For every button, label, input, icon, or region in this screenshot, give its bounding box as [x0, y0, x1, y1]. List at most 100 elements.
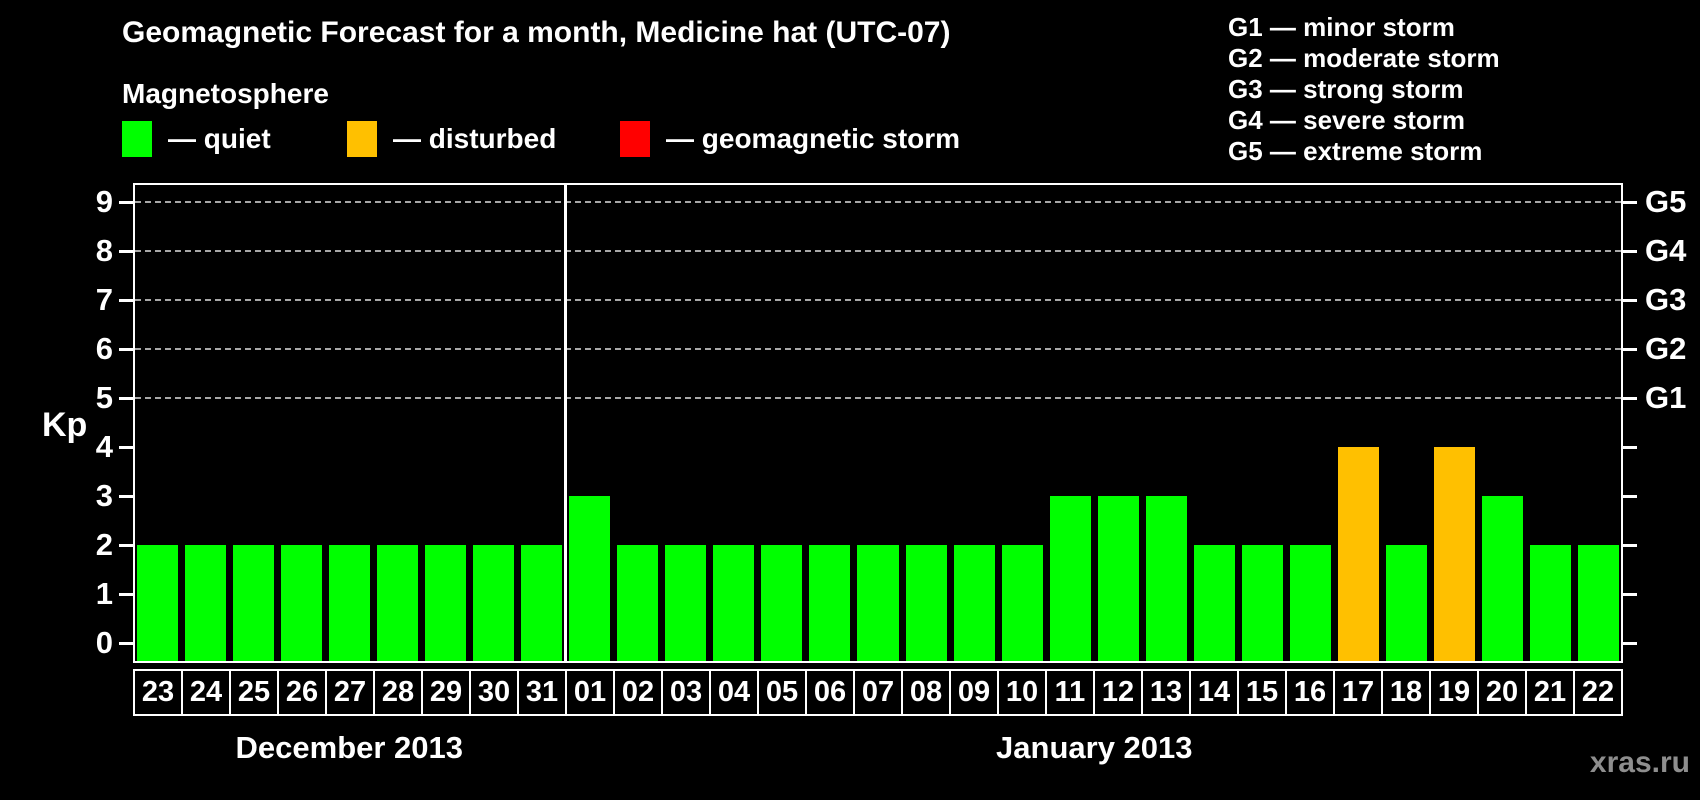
g-axis-label-g1: G1 [1645, 380, 1687, 415]
legend-item-storm: — geomagnetic storm [620, 121, 960, 157]
left-tick-7 [119, 299, 133, 302]
day-label-14: 14 [1189, 669, 1239, 716]
day-label-15: 15 [1237, 669, 1287, 716]
legend-item-quiet: — quiet [122, 121, 271, 157]
kp-bar-17 [1338, 447, 1380, 661]
day-label-18: 18 [1381, 669, 1431, 716]
day-axis: 23 24 25 26 27 28 29 30 31 01 02 03 04 05 06 07 08 09 10 11… [133, 669, 1623, 716]
g-legend-line-g1: G1 — minor storm [1228, 12, 1455, 42]
right-tick-4 [1623, 446, 1637, 449]
y-tick-label-3: 3 [95, 478, 113, 513]
g-legend-line-g3: G3 — strong storm [1228, 74, 1464, 104]
day-label-31: 31 [517, 669, 567, 716]
kp-bar-14 [1193, 545, 1235, 661]
kp-bar-21 [1530, 545, 1572, 661]
g-axis-label-g3: G3 [1645, 282, 1687, 317]
day-label-11: 11 [1045, 669, 1095, 716]
day-label-02: 02 [613, 669, 663, 716]
day-label-04: 04 [709, 669, 759, 716]
legend-label-storm: — geomagnetic storm [666, 123, 961, 154]
kp-bar-09 [953, 545, 995, 661]
right-tick-1 [1623, 593, 1637, 596]
y-tick-label-2: 2 [95, 527, 113, 562]
left-tick-0 [119, 642, 133, 645]
right-tick-6 [1623, 348, 1637, 351]
left-tick-4 [119, 446, 133, 449]
kp-bar-11 [1049, 496, 1091, 661]
day-label-26: 26 [277, 669, 327, 716]
right-tick-7 [1623, 299, 1637, 302]
kp-bar-26 [280, 545, 322, 661]
kp-bar-23 [136, 545, 178, 661]
kp-bar-24 [184, 545, 226, 661]
y-tick-label-0: 0 [95, 625, 113, 660]
kp-bar-02 [617, 545, 659, 661]
quiet-color-swatch [122, 121, 152, 157]
g-legend-line-g4: G4 — severe storm [1228, 105, 1466, 135]
day-label-13: 13 [1141, 669, 1191, 716]
day-label-12: 12 [1093, 669, 1143, 716]
storm-color-swatch [620, 121, 650, 157]
day-label-01: 01 [565, 669, 615, 716]
gridline-kp8 [135, 250, 1621, 252]
day-label-03: 03 [661, 669, 711, 716]
watermark: xras.ru [1589, 746, 1690, 779]
right-tick-8 [1623, 250, 1637, 253]
kp-bar-19 [1434, 447, 1476, 661]
legend-label-quiet: — quiet [168, 123, 271, 154]
left-tick-9 [119, 201, 133, 204]
kp-bar-07 [857, 545, 899, 661]
kp-bar-03 [665, 545, 707, 661]
y-tick-label-9: 9 [95, 184, 113, 219]
y-tick-label-7: 7 [95, 282, 113, 317]
y-tick-label-6: 6 [95, 331, 113, 366]
kp-bar-01 [569, 496, 611, 661]
day-label-27: 27 [325, 669, 375, 716]
g-axis-label-g5: G5 [1645, 184, 1687, 219]
g-axis-label-g2: G2 [1645, 331, 1687, 366]
right-tick-0 [1623, 642, 1637, 645]
g-scale-legend: G1 — minor storm G2 — moderate storm G3 … [1228, 12, 1500, 167]
plot-area [133, 183, 1623, 663]
kp-bar-12 [1097, 496, 1139, 661]
left-tick-8 [119, 250, 133, 253]
month-label-0: December 2013 [235, 730, 464, 765]
g-legend-line-g5: G5 — extreme storm [1228, 136, 1483, 166]
kp-bar-06 [809, 545, 851, 661]
day-label-06: 06 [805, 669, 855, 716]
kp-bar-05 [761, 545, 803, 661]
day-label-28: 28 [373, 669, 423, 716]
day-label-19: 19 [1429, 669, 1479, 716]
day-label-24: 24 [181, 669, 231, 716]
y-axis-label: Kp [42, 406, 88, 444]
disturbed-color-swatch [347, 121, 377, 157]
kp-bar-15 [1241, 545, 1284, 661]
day-label-07: 07 [853, 669, 903, 716]
right-tick-3 [1623, 495, 1637, 498]
day-label-10: 10 [997, 669, 1047, 716]
day-label-08: 08 [901, 669, 951, 716]
gridline-kp7 [135, 299, 1621, 301]
kp-bar-30 [472, 545, 514, 661]
kp-bar-22 [1578, 545, 1620, 661]
gridline-kp9 [135, 201, 1621, 203]
right-tick-9 [1623, 201, 1637, 204]
kp-bar-29 [424, 545, 466, 661]
page-title: Geomagnetic Forecast for a month, Medici… [122, 16, 951, 49]
g-legend-line-g2: G2 — moderate storm [1228, 43, 1500, 73]
kp-bar-25 [232, 545, 274, 661]
right-tick-2 [1623, 544, 1637, 547]
y-tick-label-8: 8 [95, 233, 113, 268]
kp-bar-04 [713, 545, 755, 661]
kp-bar-27 [328, 545, 370, 661]
gridline-kp5 [135, 397, 1621, 399]
y-tick-label-1: 1 [95, 576, 113, 611]
right-tick-5 [1623, 397, 1637, 400]
left-tick-2 [119, 544, 133, 547]
day-label-22: 22 [1573, 669, 1623, 716]
left-tick-3 [119, 495, 133, 498]
kp-bar-10 [1001, 545, 1043, 661]
kp-bar-08 [905, 545, 947, 661]
y-tick-label-5: 5 [95, 380, 113, 415]
